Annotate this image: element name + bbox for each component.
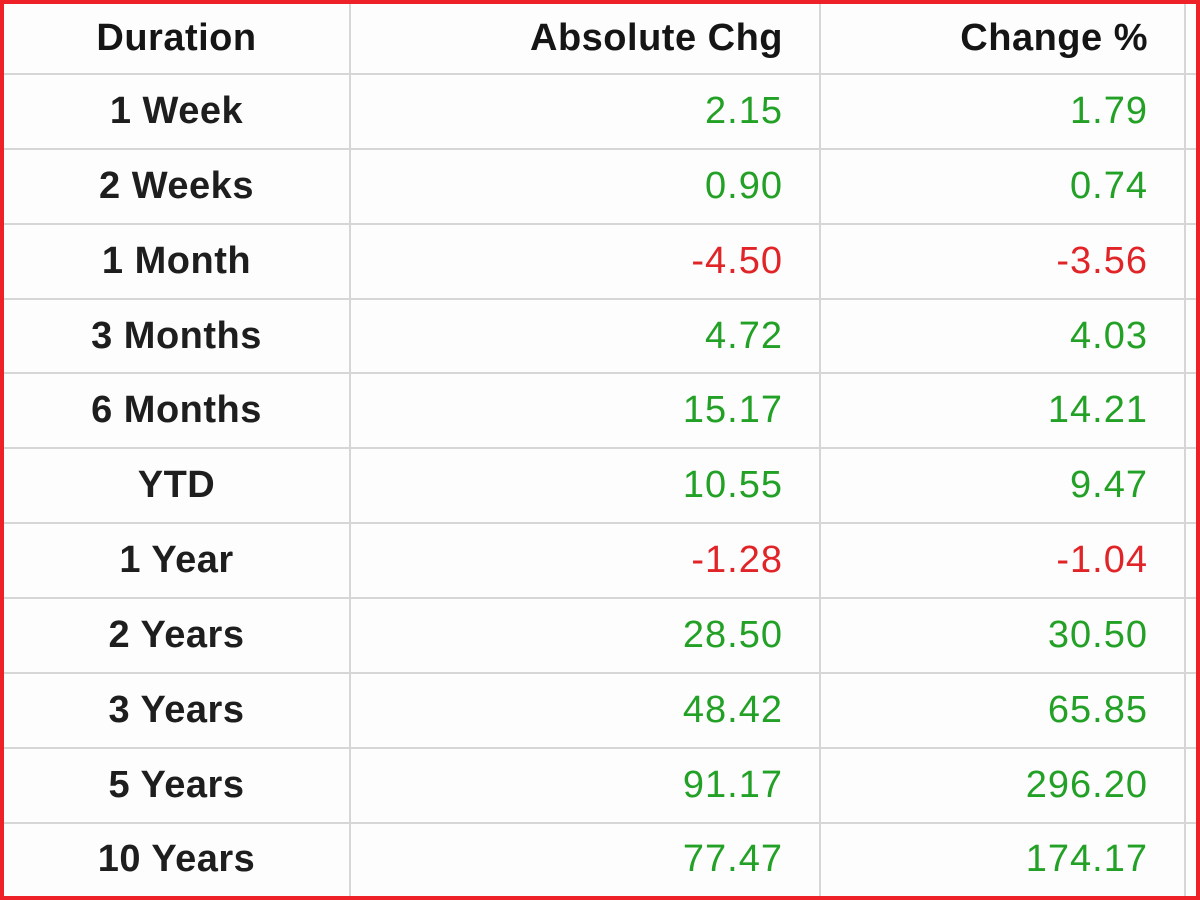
duration-cell: 3 Months	[3, 297, 351, 375]
table-row: 6 Months 15.17 14.21	[3, 372, 1197, 450]
value-cell: -1.28	[349, 522, 821, 600]
spacer-cell	[1184, 73, 1197, 150]
value-cell: 65.85	[819, 671, 1186, 749]
duration-cell: 10 Years	[3, 821, 351, 898]
spacer-cell	[1184, 447, 1197, 525]
value-cell: 9.47	[819, 447, 1186, 525]
spacer-cell	[1184, 222, 1197, 300]
duration-cell: 6 Months	[3, 372, 351, 450]
table-row: 2 Weeks 0.90 0.74	[3, 147, 1197, 225]
duration-cell: 2 Weeks	[3, 147, 351, 225]
spacer-cell	[1184, 522, 1197, 600]
duration-cell: 2 Years	[3, 597, 351, 674]
value-cell: 0.90	[349, 147, 821, 225]
duration-cell: 1 Month	[3, 222, 351, 300]
spacer-cell	[1184, 821, 1197, 898]
duration-cell: 1 Week	[3, 73, 351, 150]
spacer-cell	[1184, 297, 1197, 375]
spacer-cell	[1184, 597, 1197, 674]
table-row: 2 Years 28.50 30.50	[3, 597, 1197, 674]
table-row: 5 Years 91.17 296.20	[3, 746, 1197, 824]
value-cell: -1.04	[819, 522, 1186, 600]
value-cell: 14.21	[819, 372, 1186, 450]
column-header-change-percent: Change %	[819, 3, 1186, 75]
value-cell: 1.79	[819, 73, 1186, 150]
value-cell: 28.50	[349, 597, 821, 674]
value-cell: -4.50	[349, 222, 821, 300]
value-cell: 15.17	[349, 372, 821, 450]
spacer-header-cell	[1184, 3, 1197, 75]
value-cell: 0.74	[819, 147, 1186, 225]
table-row: 10 Years 77.47 174.17	[3, 821, 1197, 898]
value-cell: 296.20	[819, 746, 1186, 824]
spacer-cell	[1184, 147, 1197, 225]
table-row: 1 Week 2.15 1.79	[3, 73, 1197, 150]
table-row: 1 Year -1.28 -1.04	[3, 522, 1197, 600]
spacer-cell	[1184, 372, 1197, 450]
column-header-duration: Duration	[3, 3, 351, 75]
value-cell: 2.15	[349, 73, 821, 150]
value-cell: 91.17	[349, 746, 821, 824]
duration-cell: 5 Years	[3, 746, 351, 824]
value-cell: 4.72	[349, 297, 821, 375]
value-cell: 10.55	[349, 447, 821, 525]
value-cell: 174.17	[819, 821, 1186, 898]
table-row: 3 Months 4.72 4.03	[3, 297, 1197, 375]
performance-table: Duration Absolute Chg Change % 1 Week 2.…	[3, 3, 1197, 898]
table-row: 1 Month -4.50 -3.56	[3, 222, 1197, 300]
value-cell: 4.03	[819, 297, 1186, 375]
duration-cell: YTD	[3, 447, 351, 525]
table-row: YTD 10.55 9.47	[3, 447, 1197, 525]
duration-cell: 1 Year	[3, 522, 351, 600]
duration-cell: 3 Years	[3, 671, 351, 749]
value-cell: -3.56	[819, 222, 1186, 300]
value-cell: 30.50	[819, 597, 1186, 674]
value-cell: 48.42	[349, 671, 821, 749]
table-row: 3 Years 48.42 65.85	[3, 671, 1197, 749]
spacer-cell	[1184, 671, 1197, 749]
header-row: Duration Absolute Chg Change %	[3, 3, 1197, 75]
value-cell: 77.47	[349, 821, 821, 898]
column-header-absolute-chg: Absolute Chg	[349, 3, 821, 75]
spacer-cell	[1184, 746, 1197, 824]
